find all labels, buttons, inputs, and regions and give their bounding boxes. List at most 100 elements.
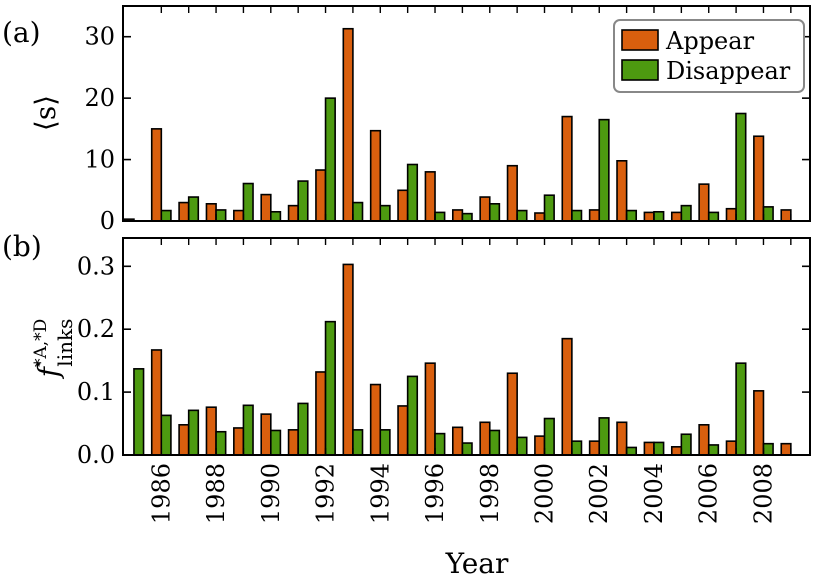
- bar-appear-1997: [451, 209, 464, 222]
- bar-appear-1996: [424, 362, 436, 456]
- bar-appear-1998: [479, 421, 491, 456]
- bar-disappear-1999: [516, 209, 528, 222]
- xtick-label-1988: 1988: [202, 463, 230, 524]
- ylabel-b-sup: *A,*D: [31, 319, 51, 367]
- bar-disappear-1995: [406, 163, 419, 222]
- ylabel-b: f*A,*D links: [31, 319, 77, 380]
- bar-disappear-2005: [680, 433, 692, 456]
- ytick-label: 0.1: [77, 378, 115, 406]
- bar-appear-2000: [534, 435, 546, 456]
- bar-disappear-1989: [242, 404, 254, 456]
- bar-disappear-1987: [187, 196, 200, 222]
- bar-disappear-2006: [707, 211, 720, 222]
- bar-appear-2002: [588, 440, 601, 456]
- bar-appear-1997: [451, 426, 464, 456]
- bar-disappear-2001: [571, 440, 583, 456]
- bar-disappear-1986: [160, 414, 172, 456]
- bar-disappear-1986: [160, 209, 172, 222]
- legend-label-disappear: Disappear: [666, 57, 791, 85]
- bar-disappear-1997: [461, 442, 473, 456]
- bar-disappear-2002: [598, 118, 610, 222]
- bar-disappear-2005: [680, 204, 692, 222]
- panel-frame-a: [122, 5, 811, 222]
- bar-disappear-2004: [653, 210, 665, 222]
- bar-appear-2002: [588, 209, 601, 222]
- xtick-label-2008: 2008: [749, 463, 777, 524]
- bar-disappear-1996: [434, 432, 446, 456]
- bar-appear-2001: [561, 115, 573, 222]
- ylabel-a: ⟨s⟩: [29, 95, 62, 131]
- xtick-label-1986: 1986: [147, 463, 175, 524]
- bar-disappear-1994: [379, 429, 391, 456]
- bar-appear-2007: [725, 207, 737, 222]
- bar-disappear-1990: [269, 210, 282, 222]
- bar-appear-1990: [260, 413, 272, 456]
- bar-appear-1995: [397, 405, 409, 456]
- bar-disappear-2001: [571, 209, 583, 222]
- bar-disappear-1989: [242, 182, 254, 222]
- panel-label-b: (b): [2, 230, 42, 263]
- bar-disappear-2000: [543, 194, 555, 222]
- bar-disappear-1994: [379, 204, 391, 222]
- ytick-label: 30: [84, 23, 115, 51]
- bar-disappear-2007: [735, 112, 747, 222]
- bar-appear-1992: [315, 169, 327, 222]
- bar-appear-2006: [698, 424, 710, 456]
- bar-appear-1991: [287, 429, 299, 456]
- bar-appear-1996: [424, 171, 436, 222]
- bar-appear-1988: [205, 406, 217, 456]
- bar-appear-1990: [260, 193, 272, 222]
- bar-appear-2000: [534, 212, 546, 222]
- bar-appear-2008: [753, 135, 765, 222]
- ytick-label: 0.2: [77, 315, 115, 343]
- bar-disappear-1999: [516, 436, 528, 456]
- ylabel-b-sub: links: [53, 319, 77, 367]
- xtick-label-2004: 2004: [640, 463, 668, 524]
- bar-disappear-2007: [735, 362, 747, 456]
- bar-disappear-2004: [653, 441, 665, 456]
- bar-appear-2004: [643, 441, 655, 456]
- bar-appear-2005: [670, 211, 683, 222]
- bar-disappear-2002: [598, 417, 610, 456]
- bar-appear-1998: [479, 196, 491, 222]
- bar-appear-2001: [561, 337, 573, 456]
- bar-disappear-1995: [406, 375, 419, 456]
- ytick-label: 10: [84, 146, 115, 174]
- panel-label-a: (a): [2, 16, 41, 49]
- bar-appear-1999: [506, 372, 518, 456]
- bar-appear-1989: [233, 209, 245, 222]
- bar-appear-2006: [698, 183, 710, 222]
- xtick-label-2006: 2006: [695, 463, 723, 524]
- panel-frame-b: [122, 237, 811, 456]
- bar-disappear-1992: [324, 97, 336, 222]
- bar-appear-2003: [616, 160, 628, 222]
- bar-disappear-2003: [625, 446, 638, 456]
- xtick-label-1994: 1994: [366, 463, 394, 524]
- bar-disappear-1996: [434, 211, 446, 222]
- bar-appear-1986: [150, 128, 163, 222]
- xlabel: Year: [445, 547, 509, 580]
- xtick-label-1990: 1990: [257, 463, 285, 524]
- bar-disappear-1985: [133, 368, 145, 456]
- bar-appear-2003: [616, 421, 628, 456]
- bar-appear-1993: [342, 27, 354, 222]
- ytick-label: 0.3: [77, 252, 115, 280]
- bar-appear-2005: [670, 446, 683, 456]
- bar-appear-1992: [315, 371, 327, 456]
- bar-appear-1987: [178, 424, 190, 456]
- bar-appear-1995: [397, 189, 409, 222]
- bar-appear-2009: [780, 209, 792, 222]
- bar-disappear-2000: [543, 417, 555, 456]
- ytick-label: 0.0: [77, 441, 115, 469]
- bar-disappear-1991: [297, 180, 309, 222]
- bar-disappear-1990: [269, 429, 282, 456]
- bar-appear-1993: [342, 263, 354, 456]
- bar-appear-1999: [506, 164, 518, 222]
- legend-swatch-disappear: [621, 59, 659, 81]
- bar-disappear-2008: [762, 206, 774, 222]
- bar-appear-2009: [780, 442, 792, 456]
- bar-appear-1994: [369, 129, 382, 222]
- bar-disappear-1988: [215, 209, 227, 222]
- bar-disappear-1993: [352, 429, 364, 456]
